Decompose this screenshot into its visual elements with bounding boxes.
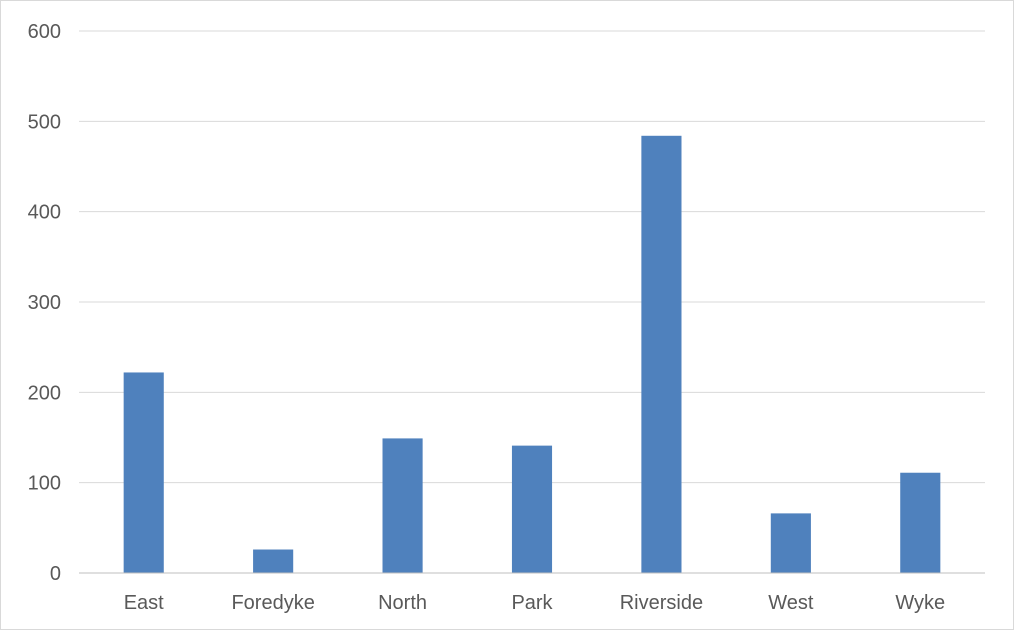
y-tick-label: 0 <box>50 563 61 585</box>
bars <box>123 135 941 573</box>
bar-foredyke <box>253 549 294 573</box>
x-tick-label: Wyke <box>895 592 945 614</box>
y-tick-label: 500 <box>28 111 61 133</box>
y-axis-tick-labels: 0 100 200 300 400 500 600 <box>28 21 61 585</box>
x-tick-label: North <box>378 592 427 614</box>
bar-wyke <box>900 472 941 573</box>
x-tick-label: Foredyke <box>231 592 314 614</box>
x-tick-label: East <box>124 592 164 614</box>
x-axis-tick-labels: East Foredyke North Park Riverside West Wyke <box>124 592 946 614</box>
bar-east <box>123 372 164 573</box>
y-tick-label: 400 <box>28 202 61 224</box>
bar-north <box>382 438 423 573</box>
y-tick-label: 200 <box>28 382 61 404</box>
x-tick-label: Park <box>511 592 553 614</box>
x-tick-label: Riverside <box>620 592 703 614</box>
bar-park <box>511 445 553 573</box>
y-tick-label: 100 <box>28 473 61 495</box>
x-tick-label: West <box>768 592 814 614</box>
y-tick-label: 600 <box>28 21 61 43</box>
bar-riverside <box>641 135 682 573</box>
gridlines <box>79 30 985 484</box>
bar-west <box>770 513 811 573</box>
y-tick-label: 300 <box>28 292 61 314</box>
